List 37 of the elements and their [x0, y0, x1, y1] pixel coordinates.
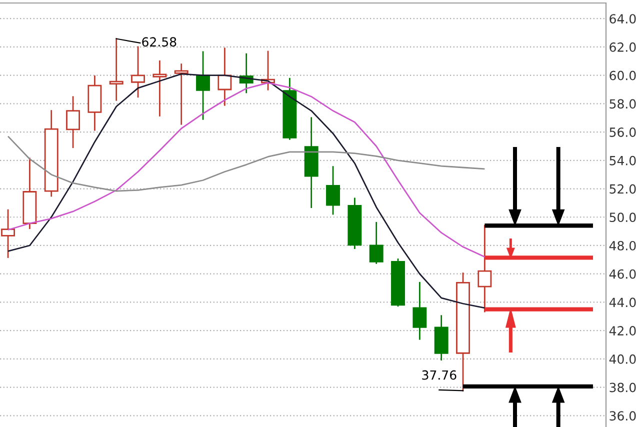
y-tick-label: 58.0: [610, 99, 636, 109]
y-tick-label: 62.0: [610, 42, 636, 52]
y-tick-label: 56.0: [610, 128, 636, 137]
y-tick-label: 60.0: [610, 70, 636, 80]
y-tick-label: 50.0: [610, 212, 636, 222]
candlestick: [369, 222, 384, 264]
candlestick: [304, 117, 318, 208]
candlestick: [109, 38, 124, 101]
candlestick: [348, 198, 362, 250]
candlestick: [174, 64, 188, 125]
candlestick: [131, 46, 145, 98]
candlestick: [22, 158, 37, 230]
y-tick-label: 36.0: [610, 411, 636, 421]
annotation: 37.76: [422, 370, 456, 380]
candlestick: [412, 282, 427, 340]
candlestick: [478, 224, 492, 312]
candlestick: [434, 315, 448, 360]
y-tick-label: 44.0: [609, 298, 636, 308]
line-series: [7, 136, 486, 192]
y-tick-label: 40.0: [609, 354, 636, 364]
candlestick: [152, 60, 167, 116]
y-tick-label: 46.0: [609, 269, 636, 279]
candlestick: [196, 51, 210, 120]
y-tick-label: 48.0: [609, 240, 636, 250]
candlestick: [66, 96, 80, 148]
y-tick-label: 38.0: [610, 382, 636, 392]
candlestick: [44, 110, 58, 197]
candlestick: [218, 48, 232, 106]
candlestick: [282, 78, 297, 140]
candlestick: [456, 272, 470, 392]
candlestick: [88, 75, 102, 131]
y-tick-label: 52.0: [610, 184, 636, 194]
y-tick-label: 42.0: [609, 326, 636, 336]
y-tick-label: 54.0: [610, 156, 636, 166]
annotation: 62.58: [142, 37, 176, 47]
y-tick-label: 64.0: [610, 14, 636, 24]
candlestick: [1, 209, 15, 258]
